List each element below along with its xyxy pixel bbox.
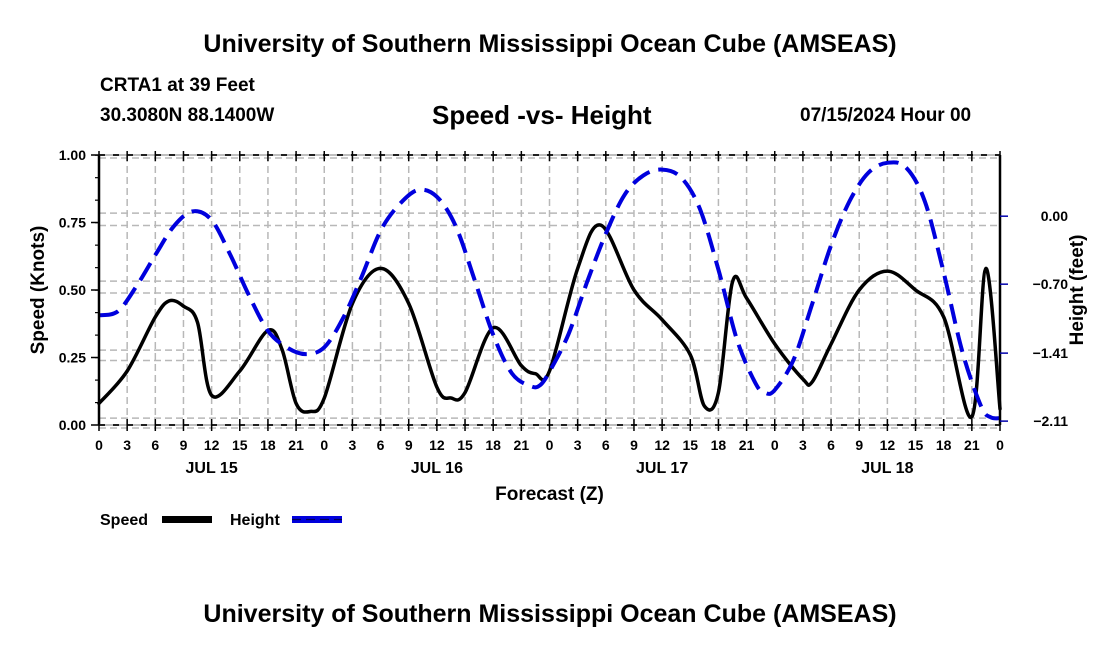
- y-tick-label: 0.00: [59, 417, 86, 433]
- x-tick-label: 15: [682, 437, 698, 453]
- x-tick-label: 3: [123, 437, 131, 453]
- day-label: JUL 17: [636, 460, 688, 477]
- main-title: University of Southern Mississippi Ocean…: [203, 30, 897, 58]
- x-tick-label: 12: [204, 437, 220, 453]
- series-layer: [97, 160, 1002, 421]
- x-tick-label: 18: [936, 437, 952, 453]
- y-tick-label: 0.50: [59, 282, 86, 298]
- x-tick-label: 6: [151, 437, 159, 453]
- y2-axis-title: Height (feet): [1067, 235, 1088, 346]
- x-tick-label: 3: [349, 437, 357, 453]
- x-tick-label: 12: [654, 437, 670, 453]
- x-tick-label: 12: [880, 437, 896, 453]
- x-tick-label: 0: [771, 437, 779, 453]
- x-tick-label: 18: [260, 437, 276, 453]
- coordinates-label: 30.3080N 88.1400W: [100, 105, 275, 126]
- x-tick-label: 21: [288, 437, 304, 453]
- x-tick-label: 18: [485, 437, 501, 453]
- y-tick-label: 0.75: [59, 215, 86, 231]
- x-tick-label: 9: [855, 437, 863, 453]
- y2-tick-label: −0.70: [1033, 276, 1069, 292]
- x-tick-label: 15: [457, 437, 473, 453]
- y-tick-label: 0.25: [59, 350, 86, 366]
- x-tick-label: 12: [429, 437, 445, 453]
- y2-tick-label: −2.11: [1033, 413, 1068, 429]
- y-tick-label: 1.00: [59, 147, 86, 163]
- legend-speed-label: Speed: [100, 512, 148, 529]
- chart-subtitle: Speed -vs- Height: [432, 100, 652, 130]
- x-tick-label: 21: [739, 437, 755, 453]
- y-axis-title: Speed (Knots): [28, 226, 49, 355]
- x-tick-label: 9: [630, 437, 638, 453]
- x-tick-label: 0: [320, 437, 328, 453]
- footer-title: University of Southern Mississippi Ocean…: [203, 600, 897, 628]
- station-label: CRTA1 at 39 Feet: [100, 75, 255, 96]
- x-tick-label: 9: [180, 437, 188, 453]
- x-tick-label: 3: [799, 437, 807, 453]
- x-tick-label: 6: [827, 437, 835, 453]
- forecast-datetime: 07/15/2024 Hour 00: [800, 105, 972, 126]
- day-label: JUL 18: [861, 460, 913, 477]
- legend-height-swatch: [292, 516, 342, 523]
- x-tick-label: 6: [602, 437, 610, 453]
- x-tick-label: 15: [908, 437, 924, 453]
- y2-tick-label: −1.41: [1033, 345, 1069, 361]
- x-tick-label: 21: [514, 437, 530, 453]
- ticks: 0 3 6 9 12 15 18 21 0 3 6 9 12 15 18 21 0 3 6 9 12 15 18 21 0 3 6 9…: [59, 147, 1068, 477]
- x-tick-label: 18: [711, 437, 727, 453]
- x-tick-label: 9: [405, 437, 413, 453]
- x-tick-label: 0: [546, 437, 554, 453]
- x-tick-label: 0: [996, 437, 1004, 453]
- series-line-height: [98, 160, 1001, 421]
- legend-speed-swatch: [162, 516, 212, 523]
- x-tick-label: 6: [377, 437, 385, 453]
- x-tick-label: 15: [232, 437, 248, 453]
- y2-tick-label: 0.00: [1041, 208, 1068, 224]
- x-axis-title: Forecast (Z): [495, 484, 604, 505]
- day-label: JUL 16: [411, 460, 463, 477]
- x-tick-label: 0: [95, 437, 103, 453]
- x-tick-label: 3: [574, 437, 582, 453]
- day-label: JUL 15: [186, 460, 238, 477]
- grid: [99, 155, 1000, 429]
- legend-height-label: Height: [230, 512, 280, 529]
- x-tick-label: 21: [964, 437, 980, 453]
- legend: Speed Height: [100, 512, 342, 529]
